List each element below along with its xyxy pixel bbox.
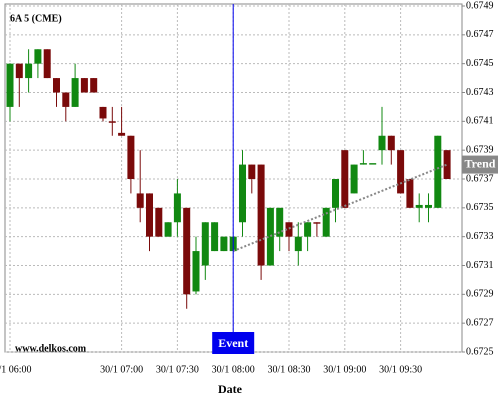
trend-line	[232, 163, 448, 253]
candle-body	[341, 150, 349, 208]
trend-label: Trend	[465, 156, 496, 170]
candle-body	[350, 164, 358, 194]
candle-body	[53, 78, 60, 93]
candle-body	[108, 121, 116, 123]
candle-body	[183, 207, 191, 295]
candle-body	[369, 163, 377, 165]
y-tick-label: 0.6745	[466, 58, 494, 69]
candle-body	[304, 222, 312, 237]
x-tick-label: 30/1 06:00	[0, 364, 32, 375]
candle-body	[211, 222, 219, 252]
x-tick-label: 30/1 09:30	[379, 364, 422, 375]
candle-body	[15, 63, 23, 79]
y-tick-label: 0.6735	[466, 202, 494, 213]
candle-body	[62, 92, 70, 107]
candle-body	[359, 163, 367, 165]
candle-body	[192, 251, 200, 292]
x-tick-label: 30/1 07:30	[156, 364, 199, 375]
y-tick-label: 0.6743	[466, 87, 494, 98]
event-label: Event	[218, 336, 248, 350]
candle-body	[155, 207, 163, 237]
candle-body	[443, 150, 451, 179]
y-tick-label: 0.6725	[466, 346, 494, 357]
trend-label-box	[462, 155, 498, 174]
candle-body	[43, 49, 51, 79]
candle-body	[80, 78, 88, 93]
y-tick-label: 0.6749	[466, 0, 494, 11]
candle-body	[415, 204, 423, 208]
candle-body	[332, 179, 339, 208]
chart-title: 6A 5 (CME)	[10, 13, 62, 24]
candle-body	[25, 63, 33, 79]
candle-body	[34, 49, 42, 64]
x-tick-label: 30/1 08:30	[267, 364, 310, 375]
candle-body	[127, 135, 135, 179]
candle-body	[6, 63, 14, 107]
x-axis-label: Date	[218, 382, 243, 396]
x-tick-label: 30/1 09:00	[323, 364, 366, 375]
candle-body	[387, 135, 395, 151]
candle-body	[313, 222, 321, 224]
candle-body	[322, 207, 330, 237]
candle-body	[136, 193, 144, 208]
x-tick-label: 30/1 07:00	[100, 364, 143, 375]
candle-body	[173, 193, 181, 223]
candle-body	[248, 164, 256, 179]
candle-body	[220, 236, 228, 252]
candle-body	[266, 207, 274, 266]
y-tick-label: 0.6739	[466, 144, 494, 155]
candle-body	[146, 193, 153, 237]
candle-body	[99, 106, 107, 119]
candle-body	[425, 204, 432, 208]
candle-body	[397, 150, 405, 194]
event-label-box	[212, 332, 255, 354]
candle-body	[257, 164, 265, 266]
candle-body	[164, 222, 172, 237]
y-tick-label: 0.6741	[466, 116, 494, 127]
candle-body	[378, 135, 386, 151]
y-tick-label: 0.6731	[466, 260, 494, 271]
y-tick-label: 0.6727	[466, 317, 494, 328]
candle-body	[434, 135, 442, 208]
candle-body	[118, 132, 126, 136]
watermark: www.delkos.com	[15, 343, 87, 354]
candle-body	[90, 78, 98, 93]
candle-body	[239, 164, 246, 223]
y-tick-label: 0.6733	[466, 231, 494, 242]
candle-body	[71, 78, 79, 107]
candle-body	[294, 236, 302, 252]
y-tick-label: 0.6729	[466, 289, 494, 300]
y-tick-label: 0.6747	[466, 29, 494, 40]
candle-body	[276, 207, 284, 237]
candle-body	[201, 222, 209, 266]
candle-body	[285, 222, 293, 237]
x-tick-label: 30/1 08:00	[212, 364, 255, 375]
y-tick-label: 0.6737	[466, 173, 494, 184]
candle-body	[406, 179, 414, 208]
